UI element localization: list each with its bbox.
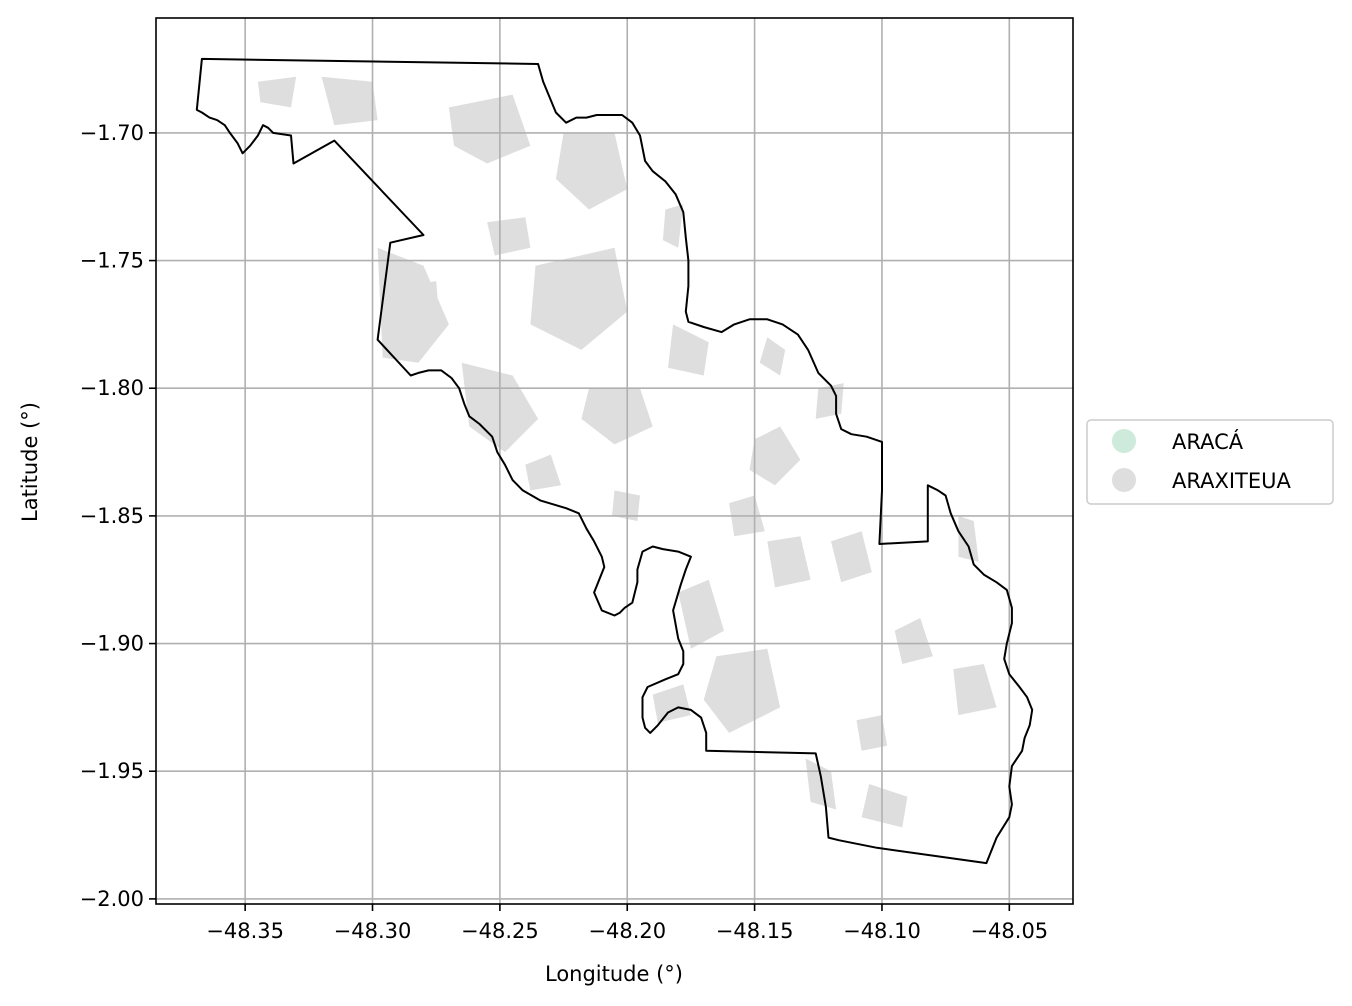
y-axis-label: Latitude (°) bbox=[18, 402, 42, 522]
araxiteua-patch-7 bbox=[668, 324, 709, 376]
y-tick-label-0: −1.70 bbox=[80, 121, 144, 145]
legend-marker-araxiteua bbox=[1112, 468, 1136, 492]
grid-lines bbox=[156, 18, 1073, 904]
y-tick-label-2: −1.80 bbox=[80, 376, 144, 400]
araxiteua-patch-17 bbox=[831, 531, 872, 583]
araxiteua-patch-3 bbox=[555, 132, 628, 210]
araxiteua-patch-21 bbox=[525, 454, 561, 491]
legend-marker-araca bbox=[1112, 429, 1136, 453]
x-tick-label-4: −48.15 bbox=[716, 919, 794, 943]
araxiteua-patch-15 bbox=[953, 664, 997, 716]
araxiteua-region-layer bbox=[257, 76, 997, 828]
x-tick-label-1: −48.30 bbox=[334, 919, 412, 943]
araxiteua-patch-27 bbox=[856, 715, 888, 751]
y-tick-label-4: −1.90 bbox=[80, 632, 144, 656]
x-axis-label: Longitude (°) bbox=[545, 962, 683, 986]
araxiteua-patch-25 bbox=[257, 76, 297, 108]
araxiteua-patch-4 bbox=[448, 94, 531, 164]
araxiteua-patch-18 bbox=[767, 536, 811, 588]
y-tick-label-5: −1.95 bbox=[80, 759, 144, 783]
y-axis-ticks: −1.70 −1.75 −1.80 −1.85 −1.90 −1.95 −2.00 bbox=[80, 121, 156, 911]
araxiteua-patch-13 bbox=[861, 784, 908, 828]
y-tick-label-1: −1.75 bbox=[80, 249, 144, 273]
araxiteua-patch-6 bbox=[581, 388, 653, 445]
x-tick-label-6: −48.05 bbox=[970, 919, 1048, 943]
x-tick-label-0: −48.35 bbox=[206, 919, 284, 943]
municipality-boundary bbox=[195, 57, 1034, 865]
araxiteua-patch-12 bbox=[805, 758, 837, 810]
legend-label-araxiteua: ARAXITEUA bbox=[1172, 469, 1292, 493]
y-tick-label-6: −2.00 bbox=[80, 887, 144, 911]
araxiteua-patch-28 bbox=[759, 337, 786, 376]
araxiteua-patch-2 bbox=[530, 247, 628, 350]
araxiteua-patch-22 bbox=[410, 281, 439, 317]
araxiteua-patch-11 bbox=[652, 684, 691, 723]
x-tick-label-2: −48.25 bbox=[461, 919, 539, 943]
x-tick-label-5: −48.10 bbox=[843, 919, 921, 943]
araxiteua-patch-10 bbox=[703, 648, 781, 733]
axes-frame bbox=[155, 17, 1074, 905]
araxiteua-patch-20 bbox=[612, 490, 640, 521]
araxiteua-patch-24 bbox=[662, 204, 684, 248]
x-axis-ticks: −48.35 −48.30 −48.25 −48.20 −48.15 −48.10 −48.… bbox=[206, 904, 1048, 943]
araxiteua-patch-9 bbox=[678, 579, 724, 649]
legend-label-araca: ARACÁ bbox=[1172, 429, 1244, 454]
y-tick-label-3: −1.85 bbox=[80, 504, 144, 528]
legend-box bbox=[1086, 419, 1334, 505]
araxiteua-patch-8 bbox=[749, 426, 801, 486]
araxiteua-patch-16 bbox=[958, 515, 979, 562]
araxiteua-patch-14 bbox=[894, 618, 933, 664]
x-tick-label-3: −48.20 bbox=[588, 919, 666, 943]
legend: ARACÁ ARAXITEUA bbox=[1086, 419, 1334, 505]
araxiteua-patch-23 bbox=[487, 217, 531, 256]
araxiteua-patch-5 bbox=[321, 76, 378, 126]
